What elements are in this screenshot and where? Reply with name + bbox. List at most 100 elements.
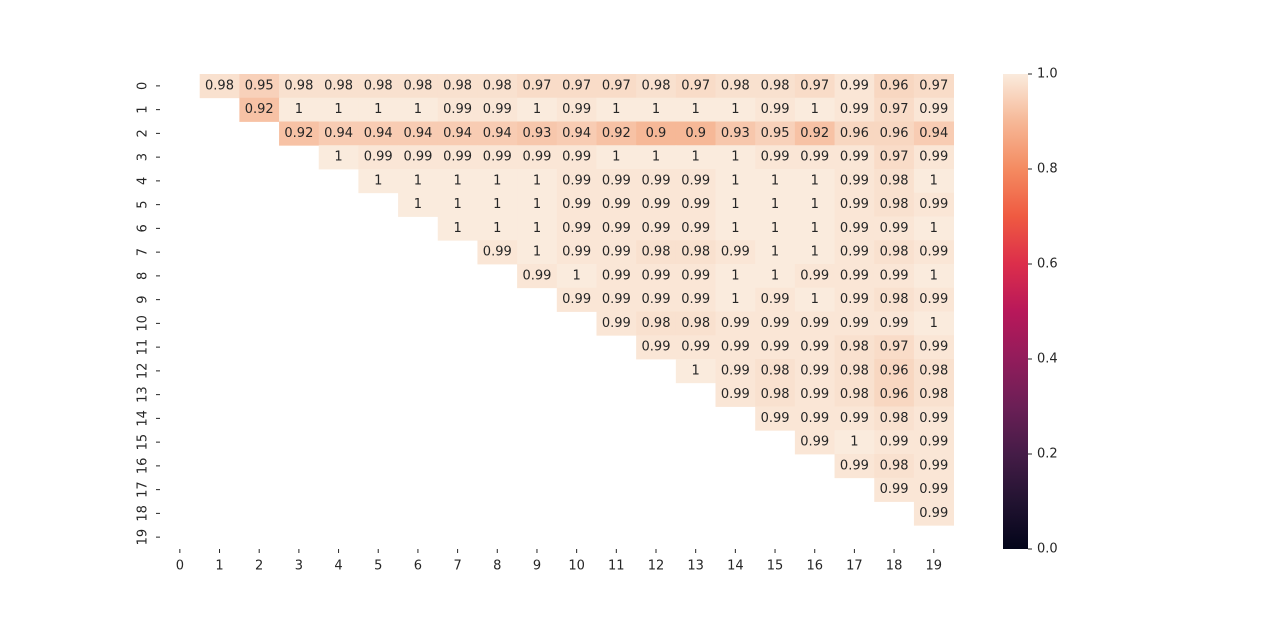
cell-value-0-7: 0.98 (443, 78, 472, 93)
cell-value-8-15: 1 (771, 268, 779, 283)
x-tick-label-0: 0 (176, 559, 184, 574)
heatmap-cell-7-15 (755, 240, 796, 265)
colorbar-tick-label-0.2: 0.2 (1037, 447, 1058, 462)
y-tick-label-11: 11 (136, 339, 151, 356)
heatmap-cell-13-17 (834, 382, 875, 407)
heatmap-cell-5-13 (675, 192, 716, 217)
x-tick-label-6: 6 (414, 559, 422, 574)
heatmap-cell-2-5 (358, 121, 399, 146)
y-tick-label-19: 19 (136, 529, 151, 546)
heatmap-cell-10-12 (636, 311, 677, 336)
cell-value-5-12: 0.99 (642, 197, 671, 212)
cell-value-1-6: 1 (414, 102, 422, 117)
cell-value-0-2: 0.95 (245, 78, 274, 93)
cell-value-9-14: 1 (731, 292, 739, 307)
cell-value-16-17: 0.99 (840, 458, 869, 473)
cell-value-1-13: 1 (692, 102, 700, 117)
cell-value-2-15: 0.95 (761, 126, 790, 141)
heatmap-cell-7-13 (675, 240, 716, 265)
heatmap-annotations: 0.98 0.95 0.98 0.98 0.98 0.98 0.98 0.98 0.97 0.97… (205, 78, 948, 521)
heatmap-cell-7-12 (636, 240, 677, 265)
cell-value-5-9: 1 (533, 197, 541, 212)
y-tick-label-10: 10 (136, 315, 151, 332)
heatmap-cell-12-19 (913, 359, 954, 384)
heatmap-cell-0-1 (199, 74, 240, 99)
heatmap-cell-10-11 (596, 311, 637, 336)
cell-value-15-16: 0.99 (800, 435, 829, 450)
cell-value-14-15: 0.99 (761, 411, 790, 426)
heatmap-cell-5-7 (437, 192, 478, 217)
heatmap-cell-1-9 (517, 97, 558, 122)
cell-value-1-17: 0.99 (840, 102, 869, 117)
heatmap-cell-1-12 (636, 97, 677, 122)
cell-value-4-11: 0.99 (602, 173, 631, 188)
heatmap-cell-1-6 (398, 97, 439, 122)
heatmap-cell-12-14 (715, 359, 756, 384)
cell-value-10-14: 0.99 (721, 316, 750, 331)
cell-value-0-4: 0.98 (324, 78, 353, 93)
heatmap-cell-12-17 (834, 359, 875, 384)
cell-value-10-16: 0.99 (800, 316, 829, 331)
heatmap-cell-4-11 (596, 169, 637, 194)
cell-value-11-12: 0.99 (642, 340, 671, 355)
cell-value-0-18: 0.96 (880, 78, 909, 93)
cell-value-6-19: 1 (930, 221, 938, 236)
x-tick-label-1: 1 (215, 559, 223, 574)
heatmap-cell-9-17 (834, 287, 875, 312)
y-tick-label-0: 0 (136, 82, 151, 90)
heatmap-cell-7-19 (913, 240, 954, 265)
x-tick-label-2: 2 (255, 559, 263, 574)
heatmap-cell-6-11 (596, 216, 637, 241)
cell-value-13-16: 0.99 (800, 387, 829, 402)
heatmap-cell-5-9 (517, 192, 558, 217)
heatmap-cell-16-18 (874, 454, 915, 479)
heatmap-cell-3-12 (636, 145, 677, 170)
cell-value-10-19: 1 (930, 316, 938, 331)
cell-value-11-14: 0.99 (721, 340, 750, 355)
cell-value-6-18: 0.99 (880, 221, 909, 236)
heatmap-cell-8-13 (675, 264, 716, 289)
y-tick-label-17: 17 (136, 481, 151, 498)
x-tick-label-14: 14 (727, 559, 744, 574)
cell-value-1-7: 0.99 (443, 102, 472, 117)
cell-value-3-14: 1 (731, 150, 739, 165)
x-tick-label-13: 13 (687, 559, 704, 574)
heatmap-cell-1-8 (477, 97, 518, 122)
heatmap-cell-6-14 (715, 216, 756, 241)
y-tick-label-9: 9 (136, 295, 151, 303)
y-tick-label-7: 7 (136, 248, 151, 256)
heatmap-cell-3-10 (556, 145, 597, 170)
heatmap-cell-10-16 (794, 311, 835, 336)
heatmap-cell-0-10 (556, 74, 597, 99)
cell-value-10-11: 0.99 (602, 316, 631, 331)
heatmap-cell-3-14 (715, 145, 756, 170)
cell-value-3-19: 0.99 (919, 150, 948, 165)
heatmap-cell-3-18 (874, 145, 915, 170)
cell-value-4-6: 1 (414, 173, 422, 188)
heatmap-cell-1-19 (913, 97, 954, 122)
colorbar: 0.0 0.2 0.4 0.6 0.8 1.0 (1003, 67, 1058, 557)
cell-value-0-9: 0.97 (522, 78, 551, 93)
cell-value-9-17: 0.99 (840, 292, 869, 307)
cell-value-7-9: 1 (533, 245, 541, 260)
cell-value-6-13: 0.99 (681, 221, 710, 236)
cell-value-4-18: 0.98 (880, 173, 909, 188)
cell-value-2-7: 0.94 (443, 126, 472, 141)
cell-value-1-19: 0.99 (919, 102, 948, 117)
cell-value-0-16: 0.97 (800, 78, 829, 93)
cell-value-3-16: 0.99 (800, 150, 829, 165)
heatmap-cell-3-19 (913, 145, 954, 170)
heatmap-cell-8-12 (636, 264, 677, 289)
heatmap-cell-4-13 (675, 169, 716, 194)
cell-value-13-17: 0.98 (840, 387, 869, 402)
heatmap-cell-4-17 (834, 169, 875, 194)
heatmap-cell-1-4 (318, 97, 359, 122)
heatmap-cell-0-19 (913, 74, 954, 99)
cell-value-7-18: 0.98 (880, 245, 909, 260)
cell-value-11-18: 0.97 (880, 340, 909, 355)
cell-value-1-15: 0.99 (761, 102, 790, 117)
cell-value-9-13: 0.99 (681, 292, 710, 307)
heatmap-cell-13-15 (755, 382, 796, 407)
